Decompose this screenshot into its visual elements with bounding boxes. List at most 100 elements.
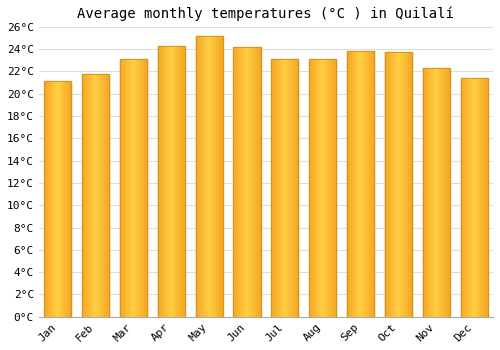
- Bar: [422, 68, 423, 317]
- Bar: [483, 78, 484, 317]
- Bar: [170, 46, 171, 317]
- Bar: [202, 36, 203, 317]
- Bar: [293, 59, 294, 317]
- Bar: [439, 68, 440, 317]
- Bar: [198, 36, 199, 317]
- Bar: [53, 82, 54, 317]
- Bar: [103, 74, 104, 317]
- Bar: [406, 52, 407, 317]
- Bar: [239, 47, 240, 317]
- Bar: [168, 46, 169, 317]
- Bar: [215, 36, 216, 317]
- Bar: [178, 46, 179, 317]
- Bar: [52, 82, 53, 317]
- Bar: [365, 51, 366, 317]
- Bar: [354, 51, 355, 317]
- Bar: [328, 59, 330, 317]
- Bar: [141, 59, 142, 317]
- Bar: [441, 68, 442, 317]
- Bar: [44, 82, 45, 317]
- Bar: [85, 74, 86, 317]
- Bar: [246, 47, 247, 317]
- Bar: [158, 46, 159, 317]
- Bar: [88, 74, 89, 317]
- Bar: [134, 59, 135, 317]
- Bar: [479, 78, 480, 317]
- Bar: [238, 47, 239, 317]
- Bar: [279, 59, 280, 317]
- Bar: [397, 52, 398, 317]
- Bar: [315, 59, 316, 317]
- Bar: [107, 74, 108, 317]
- Bar: [292, 59, 293, 317]
- Bar: [351, 51, 352, 317]
- Bar: [355, 51, 356, 317]
- Bar: [478, 78, 479, 317]
- Bar: [258, 47, 259, 317]
- Bar: [166, 46, 167, 317]
- Bar: [253, 47, 254, 317]
- Bar: [49, 82, 50, 317]
- Bar: [392, 52, 393, 317]
- Bar: [278, 59, 279, 317]
- Bar: [284, 59, 285, 317]
- Bar: [97, 74, 98, 317]
- Bar: [213, 36, 214, 317]
- Bar: [164, 46, 165, 317]
- Bar: [449, 68, 450, 317]
- Bar: [82, 74, 83, 317]
- Bar: [48, 82, 49, 317]
- Bar: [161, 46, 162, 317]
- Bar: [179, 46, 180, 317]
- Bar: [87, 74, 88, 317]
- Bar: [466, 78, 467, 317]
- Bar: [222, 36, 223, 317]
- Bar: [276, 59, 277, 317]
- Bar: [244, 47, 245, 317]
- Bar: [411, 52, 412, 317]
- Bar: [475, 78, 476, 317]
- Bar: [327, 59, 328, 317]
- Bar: [332, 59, 333, 317]
- Bar: [401, 52, 402, 317]
- Bar: [182, 46, 184, 317]
- Bar: [95, 74, 96, 317]
- Bar: [286, 59, 287, 317]
- Bar: [481, 78, 482, 317]
- Bar: [129, 59, 130, 317]
- Bar: [58, 82, 59, 317]
- Bar: [347, 51, 374, 317]
- Bar: [433, 68, 434, 317]
- Bar: [144, 59, 145, 317]
- Bar: [324, 59, 325, 317]
- Bar: [220, 36, 221, 317]
- Bar: [473, 78, 474, 317]
- Bar: [175, 46, 176, 317]
- Bar: [487, 78, 488, 317]
- Bar: [207, 36, 208, 317]
- Bar: [309, 59, 336, 317]
- Bar: [393, 52, 394, 317]
- Bar: [62, 82, 63, 317]
- Bar: [204, 36, 205, 317]
- Bar: [255, 47, 256, 317]
- Bar: [464, 78, 465, 317]
- Bar: [243, 47, 244, 317]
- Bar: [335, 59, 336, 317]
- Bar: [388, 52, 389, 317]
- Bar: [254, 47, 255, 317]
- Bar: [200, 36, 201, 317]
- Bar: [197, 36, 198, 317]
- Bar: [287, 59, 288, 317]
- Bar: [122, 59, 123, 317]
- Bar: [448, 68, 449, 317]
- Bar: [437, 68, 438, 317]
- Bar: [280, 59, 281, 317]
- Bar: [424, 68, 425, 317]
- Bar: [440, 68, 441, 317]
- Bar: [407, 52, 408, 317]
- Bar: [385, 52, 412, 317]
- Bar: [474, 78, 475, 317]
- Bar: [165, 46, 166, 317]
- Bar: [283, 59, 284, 317]
